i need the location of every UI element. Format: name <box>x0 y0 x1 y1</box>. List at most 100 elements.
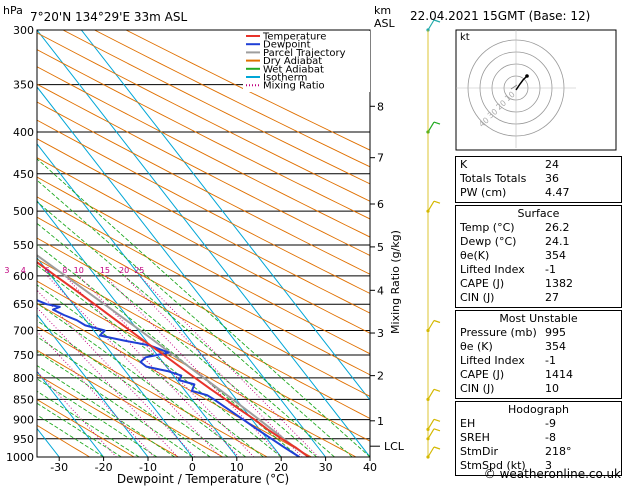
dry-adiabat <box>37 49 370 220</box>
legend-entry: Mixing Ratio <box>263 81 325 92</box>
most-unstable-title: Most Unstable <box>499 312 578 325</box>
stat-value: 354 <box>545 249 566 262</box>
indices-box: K 24 Totals Totals 36 PW (cm) 4.47 <box>455 156 622 203</box>
mixing-ratio-label: 6 <box>45 266 50 275</box>
stat-label: Lifted Index <box>460 263 525 276</box>
stat-label: θe (K) <box>460 340 493 353</box>
altitude-tick-label: 1 <box>377 415 384 428</box>
plot-frame <box>36 29 371 458</box>
altitude-tick-label: 7 <box>377 152 384 165</box>
dry-adiabat <box>37 101 370 275</box>
wet-adiabat <box>37 201 335 457</box>
dry-adiabat <box>37 196 370 376</box>
altitude-tick-label: 8 <box>377 100 384 113</box>
pressure-tick-label: 550 <box>13 239 34 252</box>
stat-label: CIN (J) <box>460 291 495 304</box>
isotherm <box>37 86 326 457</box>
stat-label: Totals Totals <box>460 172 527 185</box>
pressure-tick-label: 600 <box>13 270 34 283</box>
storm-motion-trace <box>510 84 518 90</box>
mixing-ratio-label: 20 <box>119 266 129 275</box>
stat-value: 1414 <box>545 368 573 381</box>
mixing-ratio-line <box>37 289 196 457</box>
stat-value: -1 <box>545 354 556 367</box>
wet-adiabat <box>37 402 122 457</box>
dry-adiabat <box>37 258 370 442</box>
pressure-tick-label: 750 <box>13 349 34 362</box>
thermo-grid <box>37 30 370 457</box>
surface-title: Surface <box>517 207 560 220</box>
hodograph-point <box>525 74 529 78</box>
stat-row: CAPE (J) 1382 <box>460 277 617 291</box>
stat-value: 10 <box>545 382 559 395</box>
hodograph-frame <box>455 29 617 151</box>
wet-adiabat <box>37 264 282 457</box>
dry-adiabat <box>37 119 370 294</box>
wet-adiabat <box>37 320 229 457</box>
dry-adiabat <box>37 176 370 355</box>
temperature-tick-label: -20 <box>95 461 113 474</box>
stat-row: EH -9 <box>460 417 617 431</box>
pressure-tick-label: 700 <box>13 325 34 338</box>
stat-label: CAPE (J) <box>460 277 505 290</box>
stat-value: -8 <box>545 431 556 444</box>
stat-value: 36 <box>545 172 559 185</box>
legend-entry: Dewpoint <box>263 40 311 51</box>
stat-label: StmSpd (kt) <box>460 459 526 472</box>
stat-label: Dewp (°C) <box>460 235 517 248</box>
pressure-tick-label: 1000 <box>6 451 34 464</box>
dry-adiabat <box>37 349 224 457</box>
stat-label: CAPE (J) <box>460 368 505 381</box>
wind-barb-950 <box>426 428 441 441</box>
mixing-ratio-line <box>123 275 303 457</box>
stat-value: 24.1 <box>545 235 570 248</box>
surface-box: Surface Temp (°C) 26.2 Dewp (°C) 24.1 θe(K) 3… <box>455 205 622 308</box>
stat-row: StmDir 218° <box>460 445 617 459</box>
pressure-tick-label: 350 <box>13 79 34 92</box>
mixing-ratio-labels: 12346810152025 <box>4 266 144 275</box>
wet-adiabat <box>37 378 158 457</box>
stat-row: StmSpd (kt) 3 <box>460 459 617 473</box>
dry-adiabat <box>37 399 135 457</box>
mixing-ratio-line <box>64 275 240 457</box>
legend-background <box>243 31 370 92</box>
stat-value: 3 <box>545 459 552 472</box>
stat-value: 4.47 <box>545 186 570 199</box>
pressure-tick-label: 800 <box>13 372 34 385</box>
profiles <box>37 254 310 457</box>
isotherm <box>37 313 149 457</box>
stat-row: K 24 <box>460 158 617 172</box>
pressure-tick-label: 500 <box>13 205 34 218</box>
dry-adiabat <box>62 30 370 185</box>
legend-entry: Dry Adiabat <box>263 56 322 67</box>
dry-adiabat <box>37 32 370 202</box>
stat-row: Temp (°C) 26.2 <box>460 221 617 235</box>
dry-adiabat <box>37 83 370 256</box>
stat-value: 1382 <box>545 277 573 290</box>
mixing-ratio-label: 8 <box>62 266 67 275</box>
mixing-ratio-label: 25 <box>134 266 144 275</box>
wind-barbs <box>426 19 441 459</box>
copyright-text: © weatheronline.co.uk <box>483 467 621 481</box>
pressure-tick-label: 400 <box>13 126 34 139</box>
dry-adiabat <box>125 30 370 151</box>
stat-label: Temp (°C) <box>460 221 515 234</box>
dry-adiabat <box>37 280 357 457</box>
dry-adiabat <box>37 374 179 457</box>
stat-label: PW (cm) <box>460 186 507 199</box>
dry-adiabat <box>37 138 370 314</box>
datetime-title: 22.04.2021 15GMT (Base: 12) <box>410 9 590 23</box>
asl-label: ASL <box>374 17 396 30</box>
stat-value: -9 <box>545 417 556 430</box>
isotherm <box>37 370 104 457</box>
dry-adiabat <box>37 157 370 334</box>
isotherm <box>37 30 370 457</box>
temperature-tick-label: 10 <box>230 461 244 474</box>
stat-value: 218° <box>545 445 572 458</box>
wind-barb-1000 <box>426 446 441 459</box>
stat-row: Dewp (°C) 24.1 <box>460 235 617 249</box>
mixing-ratio-label: 4 <box>21 266 26 275</box>
legend-entry: Isotherm <box>263 73 307 84</box>
altitude-tick-label: 3 <box>377 327 384 340</box>
hodograph-trace <box>515 75 528 91</box>
